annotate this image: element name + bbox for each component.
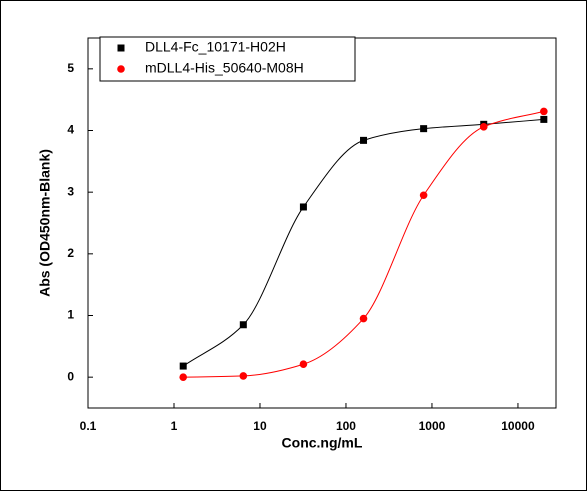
marker <box>360 136 368 144</box>
x-axis-title: Conc.ng/mL <box>282 435 363 451</box>
legend-label: mDLL4-His_50640-M08H <box>145 60 304 76</box>
y-tick-label: 3 <box>67 184 74 198</box>
marker <box>540 107 548 116</box>
marker <box>179 362 187 370</box>
marker <box>479 123 488 131</box>
marker <box>179 373 188 381</box>
legend-marker <box>117 44 125 52</box>
y-tick-label: 1 <box>67 308 74 322</box>
x-tick-label: 10 <box>253 419 267 433</box>
marker <box>359 314 368 323</box>
x-tick-label: 1 <box>171 419 178 433</box>
y-tick-label: 5 <box>67 61 74 75</box>
y-axis-title: Abs (OD450nm-Blank) <box>37 149 53 297</box>
marker <box>299 360 308 369</box>
x-tick-label: 10000 <box>501 419 535 433</box>
fit-curve <box>182 118 544 367</box>
legend-marker <box>117 65 125 73</box>
marker <box>419 191 428 200</box>
marker <box>540 115 548 123</box>
y-tick-label: 2 <box>67 246 74 260</box>
legend-label: DLL4-Fc_10171-H02H <box>145 39 286 55</box>
marker <box>299 203 307 211</box>
x-tick-label: 1000 <box>419 419 446 433</box>
marker <box>239 372 248 380</box>
marker <box>239 321 247 329</box>
x-tick-label: 0.1 <box>80 419 97 433</box>
x-tick-label: 100 <box>336 419 356 433</box>
marker <box>420 125 428 133</box>
legend-box <box>99 36 356 82</box>
fit-curve <box>183 110 544 378</box>
plot-frame <box>87 37 557 409</box>
y-tick-label: 0 <box>67 369 74 383</box>
y-tick-label: 4 <box>67 123 74 137</box>
